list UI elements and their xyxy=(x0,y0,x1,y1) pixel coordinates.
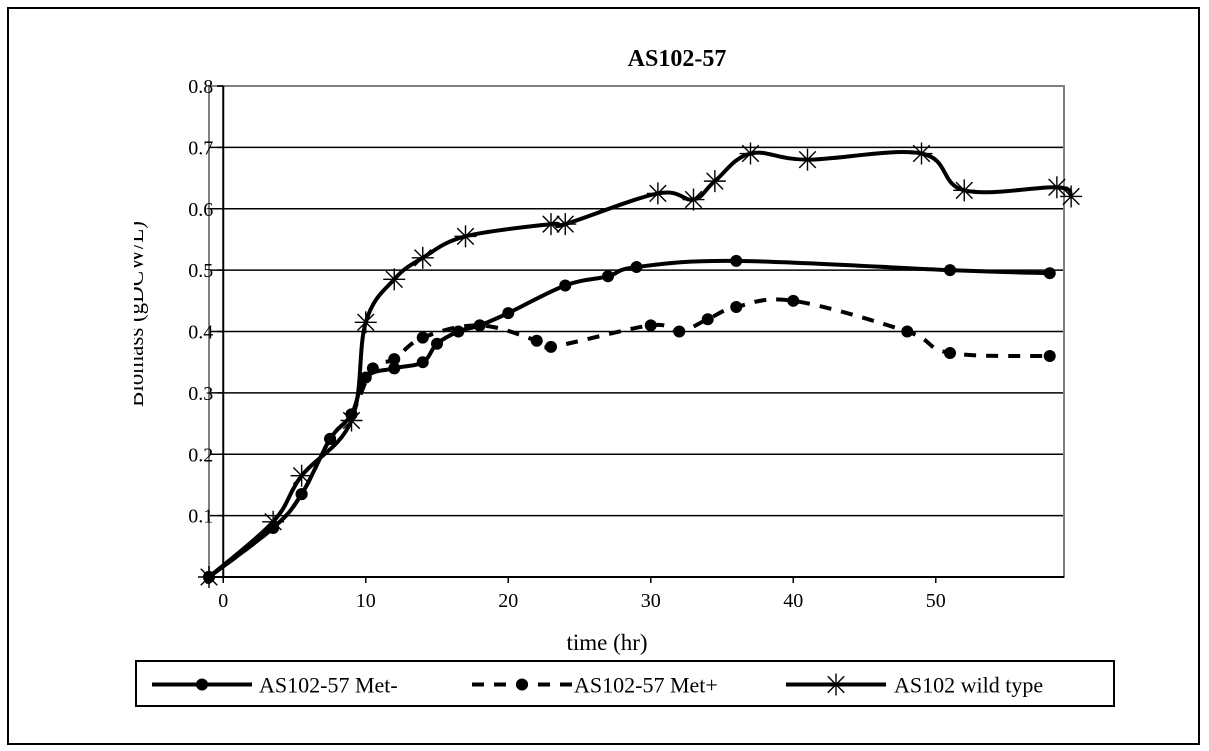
data-point xyxy=(559,279,572,292)
data-point xyxy=(739,142,762,165)
data-point xyxy=(359,371,372,384)
line-chart: AS102-57 0 0.1 0.2 0.3 0.4 0.5 0.6 0.7 0.8 0 10 20 3… xyxy=(123,46,1115,707)
data-point xyxy=(324,432,337,445)
data-point xyxy=(730,300,743,313)
data-point xyxy=(644,319,657,332)
legend-label: AS102 wild type xyxy=(894,673,1043,698)
data-point xyxy=(630,261,643,274)
legend-marker xyxy=(516,678,528,691)
data-point xyxy=(530,334,543,347)
data-point xyxy=(682,188,705,211)
tick-labels: 0 0.1 0.2 0.3 0.4 0.5 0.6 0.7 0.8 0 10 20 30 40 50 xyxy=(188,76,946,612)
series-line xyxy=(207,150,1073,579)
data-point xyxy=(910,142,933,165)
data-point xyxy=(411,246,434,269)
data-point xyxy=(388,362,401,375)
y-tick-label: 0.3 xyxy=(188,383,213,405)
data-point xyxy=(602,270,614,283)
x-tick-label: 0 xyxy=(218,590,228,612)
data-point xyxy=(416,331,429,344)
legend-entry: AS102-57 Met+ xyxy=(472,673,718,698)
legend-entry: AS102-57 Met- xyxy=(152,673,398,698)
data-point xyxy=(416,356,429,369)
data-point xyxy=(701,313,714,326)
x-tick-label: 20 xyxy=(498,590,518,612)
series-1 xyxy=(203,254,1056,583)
data-point xyxy=(354,311,377,334)
y-tick-label: 0.2 xyxy=(188,444,213,466)
series-layer xyxy=(198,142,1083,588)
y-tick-label: 0.7 xyxy=(188,137,213,159)
data-point xyxy=(502,307,515,320)
y-tick-label: 0.4 xyxy=(188,322,213,344)
legend-marker xyxy=(196,678,208,691)
data-point xyxy=(290,464,313,487)
gridlines xyxy=(209,146,1064,517)
data-point xyxy=(366,362,379,375)
series-3 xyxy=(198,142,1083,588)
legend: AS102-57 Met- AS102-57 Met+ AS102 wild typ… xyxy=(135,660,1115,707)
data-point xyxy=(944,346,956,359)
y-axis-label: Biomass (gDCW/L) xyxy=(134,221,148,407)
y-tick-label: 0 xyxy=(203,567,213,589)
data-point xyxy=(452,325,465,338)
chart-area: AS102-57 0 0.1 0.2 0.3 0.4 0.5 0.6 0.7 0.8 0 10 20 3… xyxy=(123,39,1119,729)
x-tick-label: 40 xyxy=(783,590,803,612)
data-point xyxy=(540,213,562,236)
data-point xyxy=(953,179,976,202)
x-axis-label: time (hr) xyxy=(566,630,647,655)
data-point xyxy=(1043,267,1056,280)
y-tick-label: 0.1 xyxy=(188,506,213,528)
data-point xyxy=(796,148,819,171)
data-point xyxy=(454,225,477,248)
data-point xyxy=(703,170,726,193)
legend-entry: AS102 wild type xyxy=(786,673,1043,698)
data-point xyxy=(545,340,557,353)
data-point xyxy=(1060,185,1083,208)
series-line xyxy=(207,258,1050,579)
data-point xyxy=(1043,350,1056,363)
x-tick-label: 30 xyxy=(641,590,661,612)
legend-label: AS102-57 Met- xyxy=(259,673,398,698)
data-point xyxy=(730,254,743,267)
x-tick-label: 50 xyxy=(926,590,946,612)
data-point xyxy=(787,294,800,307)
data-point xyxy=(383,268,406,291)
x-tick-label: 10 xyxy=(356,590,376,612)
legend-marker xyxy=(825,673,847,696)
data-point xyxy=(673,325,686,338)
data-point xyxy=(1045,176,1068,199)
data-point xyxy=(901,325,914,338)
data-point xyxy=(944,264,956,277)
y-tick-label: 0.5 xyxy=(188,260,213,282)
data-point xyxy=(554,213,577,236)
data-point xyxy=(262,510,285,533)
series-2 xyxy=(203,294,1056,583)
axes xyxy=(209,85,1064,583)
figure-frame: AS102-57 0 0.1 0.2 0.3 0.4 0.5 0.6 0.7 0.8 0 10 20 3… xyxy=(7,7,1200,745)
y-tick-label: 0.6 xyxy=(188,199,213,221)
data-point xyxy=(340,409,363,432)
data-point xyxy=(473,319,486,332)
data-point xyxy=(646,182,669,205)
legend-label: AS102-57 Met+ xyxy=(574,673,718,698)
data-point xyxy=(198,566,220,588)
data-point xyxy=(295,488,308,501)
y-tick-label: 0.8 xyxy=(188,76,213,98)
data-point xyxy=(388,353,401,366)
chart-title: AS102-57 xyxy=(628,46,727,72)
legend-box xyxy=(135,660,1115,707)
data-point xyxy=(431,337,443,350)
